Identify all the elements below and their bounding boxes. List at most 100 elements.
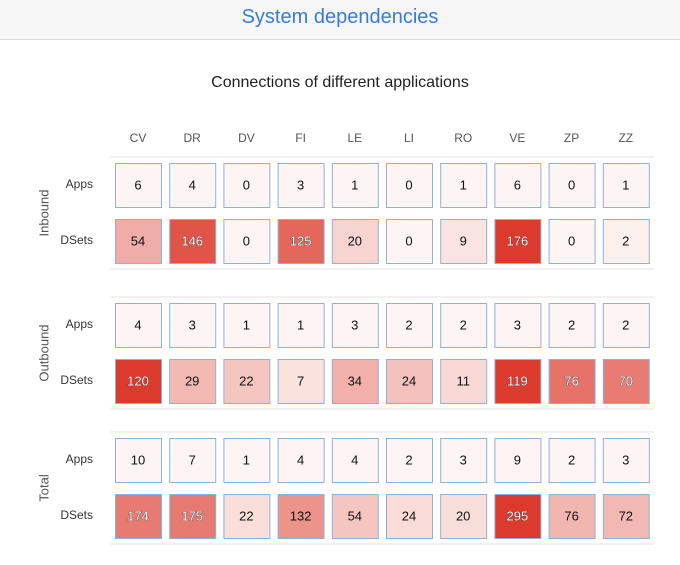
heatmap-cell-total-apps-ve: [494, 438, 542, 483]
heatmap-cell-outbound-dsets-ve: [494, 359, 542, 404]
cell-value-total-dsets-ve: 295: [507, 508, 529, 523]
row-label-inbound-apps: Apps: [66, 177, 93, 191]
cell-value-outbound-apps-dr: 3: [189, 317, 196, 332]
cell-value-total-apps-fi: 4: [297, 452, 304, 467]
cell-value-outbound-apps-cv: 4: [134, 317, 141, 332]
heatmap-cell-total-apps-ro: [440, 438, 488, 483]
heatmap-cell-inbound-apps-le: [331, 163, 379, 208]
heatmap-cell-outbound-dsets-zp: [548, 359, 596, 404]
heatmap-cell-outbound-apps-fi: [277, 303, 325, 348]
row-label-outbound-dsets: DSets: [60, 373, 93, 387]
cell-value-outbound-dsets-zp: 76: [564, 373, 578, 388]
heatmap-cell-outbound-apps-zp: [548, 303, 596, 348]
heatmap-cell-total-apps-cv: [115, 438, 162, 483]
row-label-total-dsets: DSets: [60, 508, 93, 522]
cell-value-inbound-apps-fi: 3: [297, 177, 304, 192]
cell-value-outbound-dsets-cv: 120: [127, 373, 149, 388]
row-label-total-apps: Apps: [66, 452, 93, 466]
cell-value-inbound-dsets-le: 20: [348, 233, 362, 248]
heatmap-cell-total-apps-zp: [548, 438, 596, 483]
heatmap-cell-outbound-dsets-dv: [223, 359, 271, 404]
heatmap-cell-total-dsets-zz: [602, 494, 650, 539]
cell-value-outbound-dsets-li: 24: [402, 373, 416, 388]
heatmap-cell-total-apps-zz: [602, 438, 650, 483]
column-label-dv: DV: [238, 131, 255, 145]
cell-value-inbound-apps-cv: 6: [134, 177, 141, 192]
cell-value-inbound-apps-dr: 4: [189, 177, 196, 192]
column-label-ro: RO: [454, 131, 472, 145]
heatmap-cell-outbound-apps-dr: [169, 303, 217, 348]
cell-value-inbound-apps-zz: 1: [622, 177, 629, 192]
cell-value-inbound-dsets-dr: 146: [181, 233, 203, 248]
cell-value-inbound-apps-li: 0: [405, 177, 412, 192]
cell-value-outbound-apps-zp: 2: [568, 317, 575, 332]
header-bar: System dependencies: [0, 0, 680, 40]
group-label-total: Total: [36, 474, 51, 502]
heatmap-cell-total-dsets-ro: [440, 494, 488, 539]
row-label-outbound-apps: Apps: [66, 317, 93, 331]
cell-value-inbound-apps-ve: 6: [514, 177, 521, 192]
chart-title: Connections of different applications: [211, 74, 469, 91]
heatmap-cell-outbound-dsets-fi: [277, 359, 325, 404]
cell-value-total-dsets-zp: 76: [564, 508, 578, 523]
cell-value-total-apps-le: 4: [351, 452, 358, 467]
heatmap-cell-inbound-apps-dr: [169, 163, 217, 208]
cell-value-inbound-apps-le: 1: [351, 177, 358, 192]
heatmap-cell-inbound-dsets-dv: [223, 219, 271, 264]
heatmap-cell-inbound-apps-zz: [602, 163, 650, 208]
column-label-fi: FI: [295, 131, 306, 145]
heatmap-cell-inbound-dsets-zp: [548, 219, 596, 264]
cell-value-inbound-apps-dv: 0: [243, 177, 250, 192]
cell-value-inbound-dsets-li: 0: [405, 233, 412, 248]
page-title: System dependencies: [241, 6, 439, 28]
cell-value-total-apps-cv: 10: [131, 452, 145, 467]
heatmap-cell-outbound-dsets-cv: [115, 359, 162, 404]
heatmap-cell-total-dsets-fi: [277, 494, 325, 539]
cell-value-total-apps-ro: 3: [460, 452, 467, 467]
cell-value-inbound-apps-ro: 1: [460, 177, 467, 192]
column-label-zp: ZP: [564, 131, 579, 145]
heatmap-cell-inbound-apps-li: [386, 163, 433, 208]
heatmap-cell-total-dsets-le: [331, 494, 379, 539]
heatmap-cell-inbound-dsets-cv: [115, 219, 162, 264]
cell-value-outbound-dsets-dr: 29: [185, 373, 199, 388]
heatmap-cell-outbound-apps-li: [386, 303, 433, 348]
column-label-ve: VE: [509, 131, 525, 145]
heatmap-cell-outbound-dsets-le: [331, 359, 379, 404]
group-label-outbound: Outbound: [36, 324, 51, 381]
heatmap-cell-total-dsets-zp: [548, 494, 596, 539]
heatmap-cell-total-apps-dr: [169, 438, 217, 483]
cell-value-outbound-apps-dv: 1: [243, 317, 250, 332]
column-label-dr: DR: [184, 131, 202, 145]
heatmap-cell-outbound-dsets-dr: [169, 359, 217, 404]
cell-value-outbound-dsets-ve: 119: [507, 373, 528, 388]
heatmap-cell-inbound-dsets-fi: [277, 219, 325, 264]
column-label-li: LI: [404, 131, 414, 145]
heatmap-cell-outbound-apps-cv: [115, 303, 162, 348]
heatmap-cell-inbound-apps-zp: [548, 163, 596, 208]
cell-value-total-apps-li: 2: [405, 452, 412, 467]
heatmap-cell-total-apps-li: [386, 438, 433, 483]
cell-value-outbound-apps-le: 3: [351, 317, 358, 332]
cell-value-total-dsets-fi: 132: [290, 508, 312, 523]
cell-value-total-apps-dv: 1: [243, 452, 250, 467]
heatmap-cell-total-apps-dv: [223, 438, 271, 483]
cell-value-inbound-dsets-ve: 176: [507, 233, 529, 248]
heatmap-cell-inbound-apps-fi: [277, 163, 325, 208]
heatmap-cell-outbound-apps-dv: [223, 303, 271, 348]
cell-value-inbound-dsets-dv: 0: [243, 233, 250, 248]
cell-value-outbound-apps-li: 2: [405, 317, 412, 332]
cell-value-total-apps-ve: 9: [514, 452, 521, 467]
heatmap-cell-inbound-dsets-le: [331, 219, 379, 264]
heatmap-cell-outbound-dsets-ro: [440, 359, 488, 404]
heatmap-cell-inbound-dsets-ve: [494, 219, 542, 264]
heatmap-cell-outbound-apps-ro: [440, 303, 488, 348]
column-label-le: LE: [347, 131, 362, 145]
heatmap-cell-inbound-dsets-dr: [169, 219, 217, 264]
cell-value-inbound-apps-zp: 0: [568, 177, 575, 192]
cell-value-inbound-dsets-ro: 9: [460, 233, 467, 248]
cell-value-total-dsets-zz: 72: [619, 508, 633, 523]
column-label-cv: CV: [130, 131, 147, 145]
cell-value-outbound-dsets-fi: 7: [297, 373, 304, 388]
